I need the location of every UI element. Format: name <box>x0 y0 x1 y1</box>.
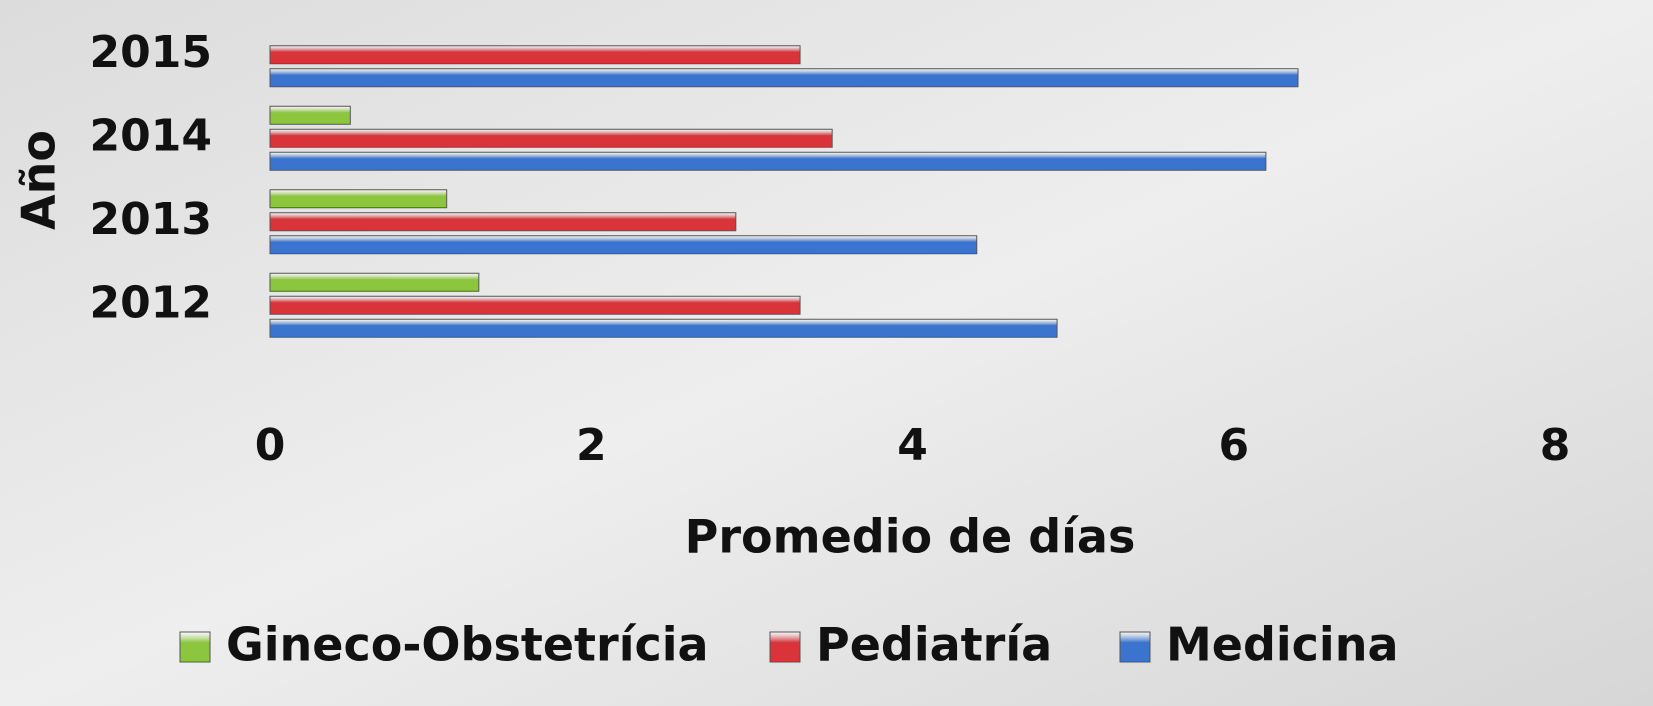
bar <box>269 128 833 148</box>
bar <box>269 189 448 209</box>
legend-swatch <box>769 631 801 663</box>
bar <box>269 318 1058 338</box>
x-tick-label: 2 <box>576 420 607 471</box>
x-tick-label: 6 <box>1218 420 1249 471</box>
legend-swatch <box>1119 631 1151 663</box>
bar <box>269 105 351 125</box>
bar <box>269 68 1299 88</box>
x-tick-label: 0 <box>255 420 286 471</box>
bar <box>269 235 978 255</box>
legend-swatch <box>179 631 211 663</box>
bar <box>269 272 480 292</box>
y-tick-label: 2015 <box>90 27 212 78</box>
x-tick-label: 4 <box>897 420 928 471</box>
legend-label: Pediatría <box>816 618 1052 672</box>
x-axis-title: Promedio de días <box>685 510 1136 564</box>
y-tick-label: 2013 <box>90 194 212 245</box>
bar <box>269 212 737 232</box>
y-tick-label: 2012 <box>90 277 212 328</box>
x-tick-label: 8 <box>1540 420 1571 471</box>
bar <box>269 295 801 315</box>
bar <box>269 45 801 65</box>
bar <box>269 151 1267 171</box>
legend-label: Medicina <box>1166 618 1399 672</box>
y-axis-title: Año <box>12 130 66 230</box>
y-tick-label: 2014 <box>90 110 212 161</box>
legend-label: Gineco-Obstetrícia <box>226 618 709 672</box>
